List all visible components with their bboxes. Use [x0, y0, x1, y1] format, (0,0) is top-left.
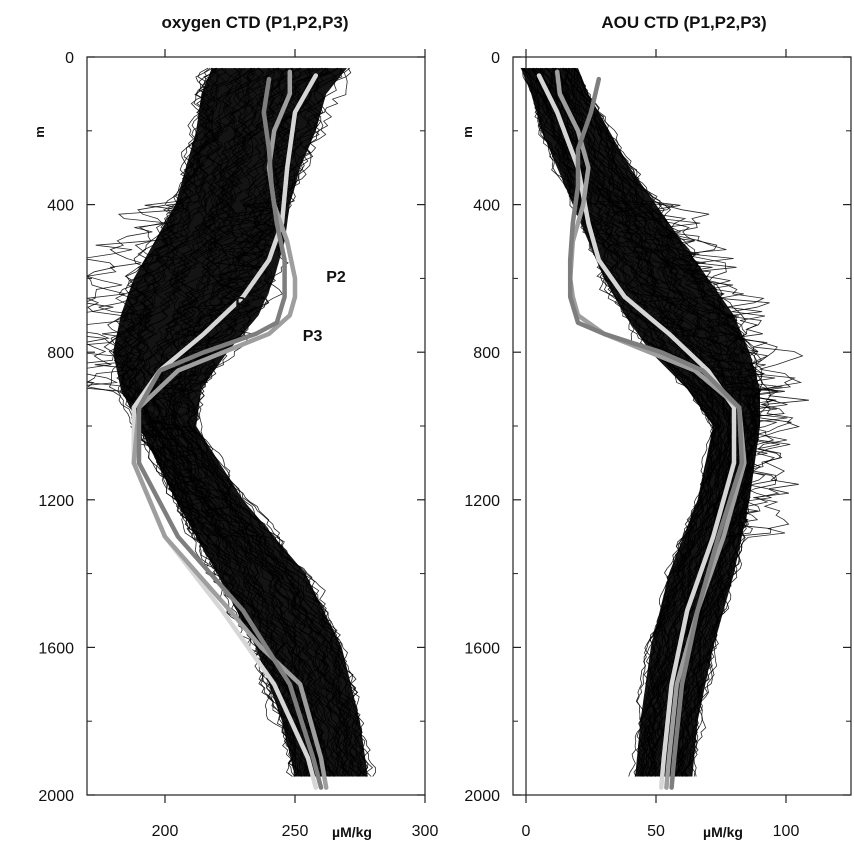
oxygen-y-tick-label: 1200 — [38, 493, 74, 510]
aou-series-p1 — [536, 73, 737, 790]
oxygen-ctd-profile-line — [165, 67, 341, 777]
oxygen-ctd-profile-line — [174, 67, 351, 777]
oxygen-x-tick-label: 200 — [152, 823, 179, 840]
oxygen-ctd-profile-line — [195, 67, 377, 777]
aou-ctd-profile-line — [567, 67, 760, 777]
oxygen-ctd-profile-line — [156, 67, 332, 777]
aou-chart-title: AOU CTD (P1,P2,P3) — [601, 13, 766, 32]
aou-ctd-profile-line — [566, 68, 761, 777]
oxygen-x-tick-label: 250 — [282, 823, 309, 840]
oxygen-ctd-profile-line — [132, 67, 315, 777]
oxygen-ctd-profile-line — [148, 67, 332, 777]
aou-y-tick-label: 1200 — [464, 493, 500, 510]
aou-ctd-profile-line — [564, 67, 757, 777]
oxygen-ctd-profile-line — [172, 67, 363, 777]
oxygen-ctd-profile-line — [137, 67, 323, 777]
aou-x-tick-label: 50 — [647, 823, 665, 840]
aou-y-tick-label: 1600 — [464, 640, 500, 657]
aou-ctd-profile-line — [522, 67, 719, 777]
oxygen-ctd-profile-line — [183, 67, 361, 777]
oxygen-annotation-p3: P3 — [303, 328, 323, 345]
aou-x-unit-label: µM/kg — [703, 824, 743, 840]
oxygen-ctd-profile-line — [172, 67, 351, 777]
oxygen-clipped-plot — [87, 67, 377, 790]
aou-ctd-profile-line — [573, 68, 761, 777]
oxygen-ctd-profile-line — [129, 67, 317, 777]
aou-ctd-profile-line — [571, 67, 757, 777]
aou-axes: 0 400 800 1200 1600 2000 0 50 100 — [464, 49, 851, 840]
oxygen-y-tick-label: 800 — [47, 345, 74, 362]
aou-ctd-profile-line — [524, 67, 717, 777]
oxygen-ctd-profile-line — [150, 67, 323, 777]
oxygen-y-tick-label: 0 — [65, 50, 74, 67]
aou-y-tick-label: 800 — [473, 345, 500, 362]
aou-series-p3 — [567, 76, 745, 790]
oxygen-ctd-profile-line — [168, 67, 352, 777]
oxygen-ctd-profile-line — [145, 67, 334, 777]
aou-ctd-profile-line — [554, 67, 749, 777]
oxygen-ctd-profile-line — [129, 67, 320, 777]
oxygen-axes: 0 400 800 1200 1600 2000 200 250 300 — [38, 49, 438, 840]
aou-clipped-plot — [520, 57, 809, 795]
oxygen-x-unit-label: µM/kg — [332, 824, 372, 840]
oxygen-ctd-profile-line — [153, 68, 338, 777]
aou-y-tick-label: 2000 — [464, 788, 500, 805]
oxygen-plot-area: P2 P1 P3 — [87, 67, 377, 790]
aou-y-axis-label: m — [460, 126, 475, 138]
oxygen-ctd-profile-line — [186, 67, 369, 777]
oxygen-annotation-p2: P2 — [326, 269, 346, 286]
oxygen-y-tick-label: 1600 — [38, 640, 74, 657]
oxygen-y-tick-label: 2000 — [38, 788, 74, 805]
oxygen-y-axis-label: m — [32, 126, 47, 138]
oxygen-series-p3 — [136, 76, 324, 790]
aou-ctd-profile-line — [574, 67, 809, 777]
aou-x-tick-label: 0 — [522, 823, 531, 840]
aou-y-tick-label: 0 — [491, 50, 500, 67]
aou-x-tick-label: 100 — [773, 823, 800, 840]
oxygen-panel: oxygen CTD (P1,P2,P3) P2 P1 P3 0 400 800 1200… — [32, 13, 438, 840]
oxygen-chart-title: oxygen CTD (P1,P2,P3) — [161, 13, 348, 32]
oxygen-annotation-p1: P1 — [235, 295, 255, 312]
oxygen-ctd-profile-line — [131, 68, 313, 777]
aou-ctd-profile-line — [532, 67, 726, 777]
oxygen-ctd-profile-line — [166, 68, 341, 777]
oxygen-y-tick-label: 400 — [47, 198, 74, 215]
aou-panel: AOU CTD (P1,P2,P3) 0 400 800 1200 1600 2000 0 5… — [460, 13, 852, 840]
oxygen-x-tick-label: 300 — [412, 823, 439, 840]
aou-y-tick-label: 400 — [473, 198, 500, 215]
oxygen-ctd-profile-line — [165, 67, 348, 777]
aou-plot-area — [520, 57, 809, 795]
